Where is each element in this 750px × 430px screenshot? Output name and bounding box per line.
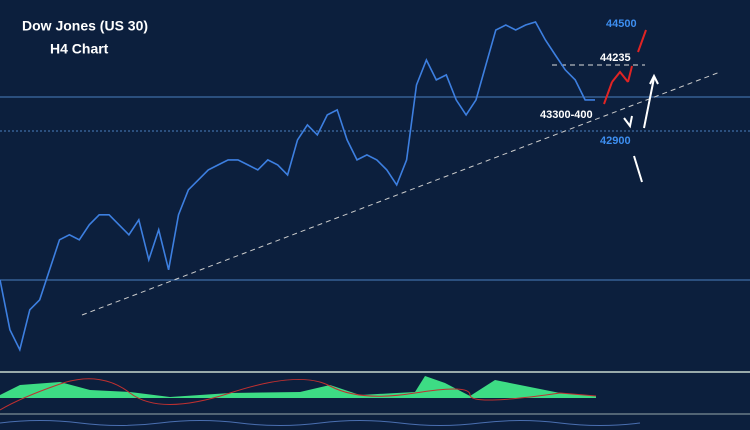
annotation: 42900 [600, 135, 631, 147]
indicator [0, 420, 641, 426]
price-line [0, 21, 595, 353]
trend-line [81, 71, 721, 316]
oscillator-signal [0, 378, 597, 411]
annotation: 44235 [600, 52, 631, 64]
chart-title: Dow Jones (US 30) [22, 18, 148, 34]
oscillator [0, 376, 596, 398]
plot [0, 21, 595, 353]
arrows [603, 29, 659, 183]
annotation: 43300-400 [540, 109, 593, 121]
annotation: 44500 [606, 18, 637, 30]
chart-subtitle: H4 Chart [50, 41, 109, 57]
